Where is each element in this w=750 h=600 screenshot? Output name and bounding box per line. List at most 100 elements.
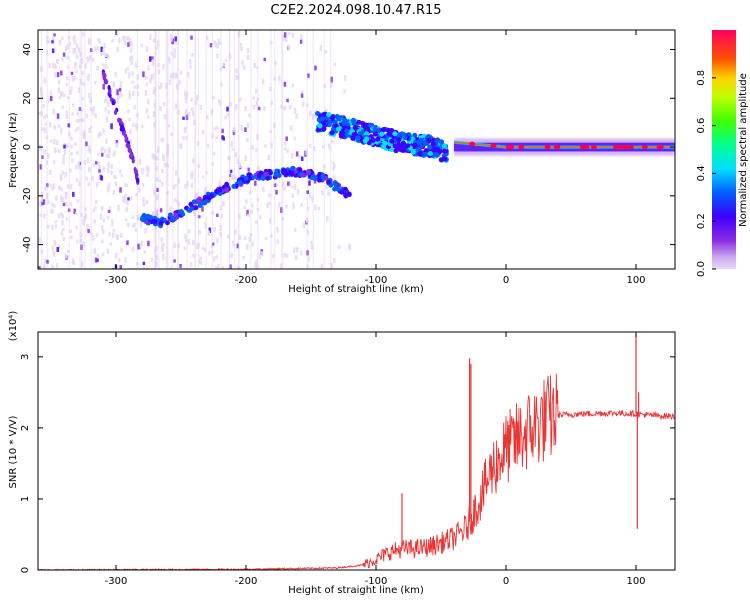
heat-blob [434,138,440,144]
heat-cell [61,91,64,97]
heat-cell [56,247,60,252]
heat-cell [144,228,147,234]
heat-cell [45,135,48,140]
heat-cell [85,141,88,147]
heat-cell [65,217,69,222]
heat-cell [111,233,115,239]
heat-cell [56,113,60,119]
spectrogram-x-tick-label: -300 [105,275,128,286]
heat-cell [189,64,192,69]
heat-cell [83,160,87,165]
heat-cell [160,137,163,142]
heat-cell [333,175,336,181]
heat-cell [59,198,63,203]
heat-cell [119,169,122,174]
heat-cell [133,85,137,90]
heat-cell [52,251,56,257]
heat-blob [441,143,448,149]
heat-cell [254,148,258,152]
heat-streak [323,30,325,269]
heat-blob [372,126,378,132]
heat-cell [185,92,189,97]
heat-blob [357,131,364,137]
heat-cell [71,158,74,163]
heat-cell [63,144,66,149]
heat-cell [61,58,65,62]
heat-cell [285,37,288,42]
ridge-peak [544,144,551,150]
heat-cell [217,38,221,45]
heat-blob [125,136,129,142]
heat-cell [60,70,63,76]
ridge-peak [490,143,497,149]
heat-cell [107,209,111,214]
heat-cell [52,183,56,190]
heat-cell [190,173,193,180]
heat-cell [147,99,150,105]
heat-cell [53,33,56,37]
heat-cell [100,225,104,232]
heat-blob [177,209,183,215]
heat-cell [305,149,308,156]
heat-cell [306,229,310,235]
heat-blob [363,131,370,137]
heat-cell [215,136,218,140]
heat-cell [190,107,194,111]
heat-streak [306,30,308,269]
heat-blob [362,138,368,144]
heat-cell [264,144,267,148]
heat-cell [40,110,43,117]
heat-cell [120,118,124,124]
heat-cell [76,199,79,203]
heat-cell [66,96,70,100]
heat-blob [380,144,387,150]
heat-streak [250,30,252,269]
heat-cell [147,167,150,173]
heat-blob [326,112,332,118]
heat-cell [156,149,160,154]
heat-cell [63,149,67,156]
snr-y-tick-label: 3 [20,354,31,360]
heat-cell [93,248,96,255]
heat-cell [128,38,132,43]
heat-cell [67,208,71,212]
heat-cell [308,180,311,186]
heat-blob [392,131,398,137]
heat-cell [145,81,148,87]
heat-cell [285,253,289,258]
heat-cell [152,89,156,95]
heat-cell [190,97,193,102]
heat-cell [105,96,108,101]
heat-cell [160,237,163,243]
heat-cell [106,167,110,174]
colorbar-tick-label: 0.6 [696,118,707,134]
heat-cell [89,231,93,236]
heat-cell [73,48,77,53]
heat-cell [151,59,155,65]
heat-cell [256,97,260,101]
heat-cell [108,206,112,210]
heat-cell [137,217,140,221]
heat-cell [159,208,163,213]
heat-cell [189,262,193,267]
heat-cell [243,236,247,240]
heat-cell [270,234,273,238]
heat-cell [260,251,264,257]
heat-blob [191,199,197,205]
heat-cell [39,213,42,217]
heat-cell [120,247,123,253]
heat-cell [75,53,79,60]
heat-blob [131,158,135,164]
heat-blob [400,140,407,146]
heat-cell [230,141,234,148]
heat-blob [158,220,164,226]
heat-cell [281,217,285,222]
heat-cell [275,189,278,195]
heat-blob [341,119,347,125]
heat-cell [212,152,216,156]
heat-cell [239,42,243,47]
heat-cell [94,113,97,119]
heat-cell [87,166,91,173]
spectrogram-y-ticks: -40 -20 0 20 40 [22,43,675,253]
heat-cell [299,39,303,44]
